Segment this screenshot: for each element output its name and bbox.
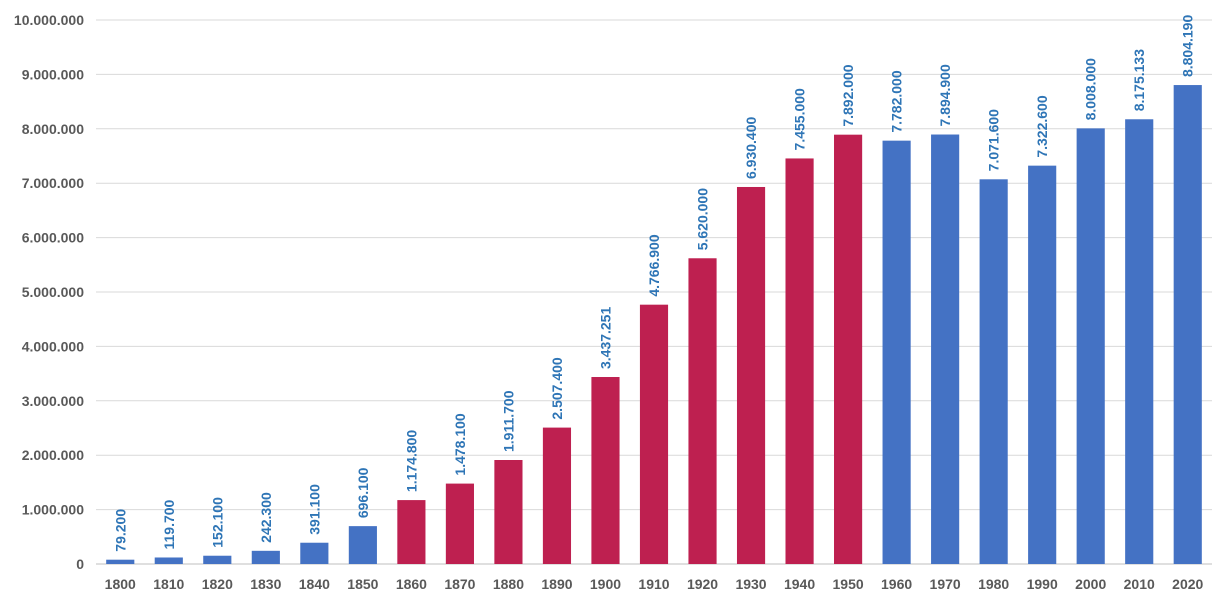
data-label-1850: 696.100 xyxy=(355,467,371,518)
bar-1910 xyxy=(639,304,669,564)
data-labels: 79.200 119.700 152.100 242.300 391.100 696.10… xyxy=(112,15,1195,552)
bar-1860 xyxy=(397,500,426,564)
y-tick-label: 8.000.000 xyxy=(22,121,84,137)
y-tick-label: 0 xyxy=(76,556,84,572)
data-label-1810: 119.700 xyxy=(161,499,177,549)
bar-1830 xyxy=(251,550,280,564)
data-label-2000: 8.008.000 xyxy=(1083,58,1099,120)
x-tick-label-1990: 1990 xyxy=(1027,576,1058,592)
x-tick-label-1930: 1930 xyxy=(735,576,766,592)
data-label-2020: 8.804.190 xyxy=(1180,15,1196,77)
bar-1840 xyxy=(300,542,329,564)
y-tick-label: 2.000.000 xyxy=(22,447,84,463)
bar-2000 xyxy=(1076,128,1105,564)
x-tick-label-1910: 1910 xyxy=(638,576,669,592)
bar-1970 xyxy=(931,134,960,564)
bar-1920 xyxy=(688,258,717,564)
bar-1800 xyxy=(106,559,135,564)
y-axis-ticks: 0 1.000.000 2.000.000 3.000.000 4.000.000 5.0… xyxy=(14,12,84,572)
data-label-1880: 1.911.700 xyxy=(500,390,516,452)
data-label-1830: 242.300 xyxy=(258,492,274,543)
data-label-1890: 2.507.400 xyxy=(549,357,565,419)
y-tick-label: 4.000.000 xyxy=(22,338,84,354)
x-tick-label-1800: 1800 xyxy=(105,576,136,592)
bar-1950 xyxy=(834,134,863,564)
x-tick-label-1940: 1940 xyxy=(784,576,815,592)
data-label-1920: 5.620.000 xyxy=(695,188,711,250)
data-label-1950: 7.892.000 xyxy=(840,64,856,126)
data-label-1960: 7.782.000 xyxy=(889,70,905,132)
x-tick-label-1860: 1860 xyxy=(396,576,427,592)
bar-2020 xyxy=(1173,85,1202,564)
x-tick-label-1900: 1900 xyxy=(590,576,621,592)
y-tick-label: 7.000.000 xyxy=(22,175,84,191)
bar-1960 xyxy=(882,140,911,565)
bar-1880 xyxy=(494,460,523,564)
bar-1940 xyxy=(785,158,814,564)
bar-1980 xyxy=(979,179,1008,564)
bar-1900 xyxy=(591,377,620,564)
data-label-2010: 8.175.133 xyxy=(1131,49,1147,111)
bar-1850 xyxy=(348,526,377,564)
data-label-1800: 79.200 xyxy=(112,509,128,552)
data-label-1940: 7.455.000 xyxy=(792,88,808,150)
x-tick-label-1830: 1830 xyxy=(250,576,281,592)
data-label-1820: 152.100 xyxy=(209,497,225,548)
x-tick-label-2020: 2020 xyxy=(1172,576,1203,592)
x-tick-label-1870: 1870 xyxy=(444,576,475,592)
bars xyxy=(106,85,1202,565)
data-label-1930: 6.930.400 xyxy=(743,116,759,178)
y-tick-label: 1.000.000 xyxy=(22,502,84,518)
data-label-1900: 3.437.251 xyxy=(597,307,613,369)
x-tick-label-1890: 1890 xyxy=(541,576,572,592)
data-label-1840: 391.100 xyxy=(306,484,322,535)
bar-1890 xyxy=(542,427,572,564)
y-tick-label: 9.000.000 xyxy=(22,66,84,82)
bar-1820 xyxy=(203,555,232,564)
x-tick-label-1810: 1810 xyxy=(153,576,184,592)
x-tick-label-2000: 2000 xyxy=(1075,576,1106,592)
bar-1990 xyxy=(1028,165,1057,564)
bar-2010 xyxy=(1125,119,1154,564)
x-tick-label-1950: 1950 xyxy=(833,576,864,592)
y-tick-label: 10.000.000 xyxy=(14,12,84,28)
x-tick-label-1960: 1960 xyxy=(881,576,912,592)
y-tick-label: 6.000.000 xyxy=(22,230,84,246)
x-tick-label-1880: 1880 xyxy=(493,576,524,592)
data-label-1980: 7.071.600 xyxy=(986,109,1002,171)
x-tick-label-1920: 1920 xyxy=(687,576,718,592)
x-tick-label-1980: 1980 xyxy=(978,576,1009,592)
x-tick-label-1850: 1850 xyxy=(347,576,378,592)
x-tick-label-1820: 1820 xyxy=(202,576,233,592)
data-label-1860: 1.174.800 xyxy=(403,430,419,492)
data-label-1870: 1.478.100 xyxy=(452,413,468,475)
x-tick-label-1970: 1970 xyxy=(930,576,961,592)
data-label-1990: 7.322.600 xyxy=(1034,95,1050,157)
x-tick-label-2010: 2010 xyxy=(1124,576,1155,592)
bar-1870 xyxy=(445,483,474,564)
x-tick-label-1840: 1840 xyxy=(299,576,330,592)
bar-1810 xyxy=(154,557,183,564)
y-tick-label: 3.000.000 xyxy=(22,393,84,409)
x-axis-ticks: 1800 1810 1820 1830 1840 1850 1860 1870 1880 1890… xyxy=(105,576,1204,592)
data-label-1970: 7.894.900 xyxy=(937,64,953,126)
data-label-1910: 4.766.900 xyxy=(646,234,662,296)
bar-1930 xyxy=(736,186,766,564)
y-tick-label: 5.000.000 xyxy=(22,284,84,300)
